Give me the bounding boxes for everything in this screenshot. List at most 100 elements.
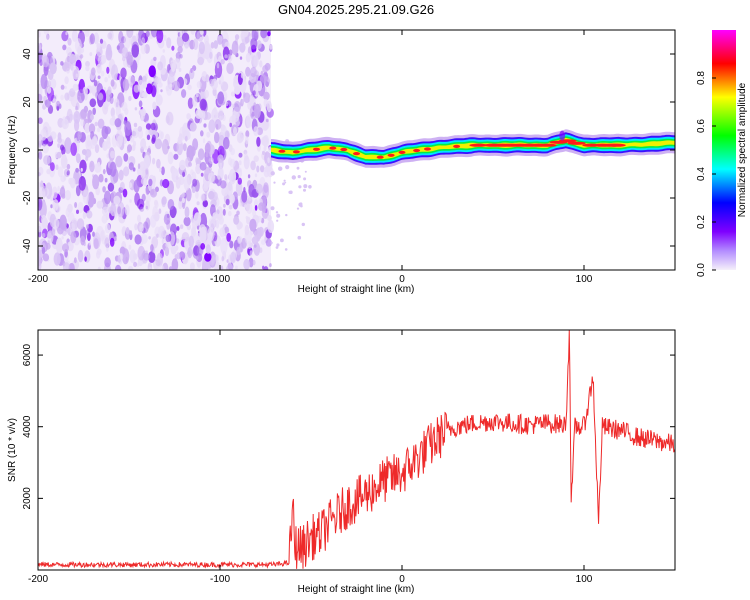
- noise-speckle: [195, 93, 199, 98]
- noise-speckle: [187, 246, 193, 259]
- noise-speckle: [228, 168, 237, 185]
- x-tick-label: 0: [399, 274, 405, 285]
- noise-speckle: [55, 164, 59, 170]
- noise-speckle: [285, 165, 290, 170]
- noise-speckle: [135, 33, 139, 41]
- noise-speckle: [260, 30, 268, 39]
- noise-speckle: [57, 185, 60, 192]
- noise-speckle: [259, 60, 263, 68]
- noise-speckle: [237, 177, 242, 185]
- noise-speckle: [260, 165, 265, 173]
- noise-speckle: [291, 175, 296, 180]
- noise-speckle: [145, 30, 150, 38]
- noise-speckle: [152, 101, 157, 110]
- noise-speckle: [97, 75, 101, 80]
- noise-speckle: [284, 248, 288, 251]
- noise-speckle: [267, 219, 275, 233]
- noise-speckle: [282, 182, 286, 186]
- noise-speckle: [206, 131, 211, 138]
- noise-speckle: [101, 206, 110, 216]
- noise-speckle: [100, 54, 107, 64]
- noise-speckle: [267, 157, 270, 164]
- colorbar-label: Normalized spectral amplitude: [737, 82, 748, 217]
- noise-speckle: [89, 98, 97, 108]
- noise-speckle: [124, 107, 129, 116]
- noise-speckle: [204, 89, 209, 99]
- noise-speckle: [181, 89, 187, 98]
- noise-speckle: [240, 72, 245, 79]
- noise-speckle: [263, 125, 267, 131]
- noise-speckle: [251, 30, 257, 41]
- noise-speckle: [247, 241, 252, 249]
- noise-speckle: [159, 167, 162, 173]
- noise-speckle: [187, 97, 194, 109]
- noise-speckle: [148, 65, 156, 78]
- noise-speckle: [158, 208, 162, 214]
- noise-speckle: [160, 131, 164, 140]
- noise-speckle: [80, 167, 83, 172]
- noise-speckle: [189, 122, 197, 132]
- noise-speckle: [46, 34, 49, 40]
- noise-speckle: [49, 62, 57, 75]
- noise-speckle: [183, 78, 188, 85]
- noise-speckle: [137, 214, 141, 223]
- noise-speckle: [102, 168, 106, 175]
- noise-speckle: [84, 122, 90, 134]
- noise-speckle: [220, 180, 227, 189]
- noise-speckle: [38, 42, 42, 53]
- noise-speckle: [80, 119, 85, 127]
- signal-ridge: [271, 129, 675, 168]
- noise-speckle: [164, 246, 170, 257]
- noise-speckle: [253, 155, 259, 162]
- noise-speckle: [71, 30, 78, 42]
- ridge-peak: [329, 146, 337, 150]
- noise-speckle: [60, 154, 68, 169]
- noise-speckle: [94, 144, 100, 154]
- noise-speckle: [82, 211, 87, 219]
- noise-speckle: [208, 172, 215, 183]
- noise-speckle: [120, 67, 127, 79]
- noise-speckle: [92, 174, 100, 190]
- noise-speckle: [96, 63, 102, 74]
- noise-speckle: [256, 136, 261, 147]
- noise-speckle: [254, 230, 260, 238]
- noise-speckle: [241, 190, 248, 203]
- noise-speckle: [223, 136, 230, 150]
- noise-speckle: [47, 104, 54, 114]
- noise-speckle: [154, 201, 159, 209]
- noise-speckle: [67, 37, 72, 46]
- noise-speckle: [150, 214, 157, 228]
- noise-speckle: [220, 265, 224, 270]
- noise-speckle: [60, 84, 65, 90]
- noise-speckle: [192, 96, 198, 107]
- noise-speckle: [192, 178, 198, 187]
- snr-x-ticks: -200 -100 0 100: [28, 330, 593, 585]
- noise-speckle: [53, 252, 61, 266]
- noise-speckle: [198, 88, 202, 93]
- y-tick-label: 4000: [22, 415, 33, 438]
- noise-speckle: [64, 76, 69, 85]
- noise-speckle: [41, 246, 46, 255]
- snr-x-label: Height of straight line (km): [298, 584, 415, 595]
- noise-speckle: [243, 92, 251, 104]
- noise-speckle: [256, 40, 262, 50]
- noise-speckle: [263, 145, 267, 152]
- noise-speckle: [69, 54, 77, 64]
- noise-speckle: [241, 99, 244, 104]
- noise-speckle: [90, 139, 96, 150]
- noise-speckle: [96, 42, 101, 49]
- noise-speckle: [243, 186, 246, 193]
- noise-speckle: [263, 91, 270, 101]
- noise-speckle: [145, 194, 151, 204]
- noise-speckle: [224, 54, 228, 59]
- noise-speckle: [55, 237, 63, 254]
- noise-speckle: [243, 259, 251, 270]
- noise-speckle: [181, 197, 185, 203]
- ridge-peak: [376, 155, 384, 159]
- noise-speckle: [177, 135, 183, 145]
- noise-speckle: [199, 161, 207, 171]
- noise-speckle: [97, 118, 105, 129]
- noise-speckle: [238, 152, 243, 158]
- x-tick-label: -200: [28, 574, 48, 585]
- noise-speckle: [191, 186, 196, 194]
